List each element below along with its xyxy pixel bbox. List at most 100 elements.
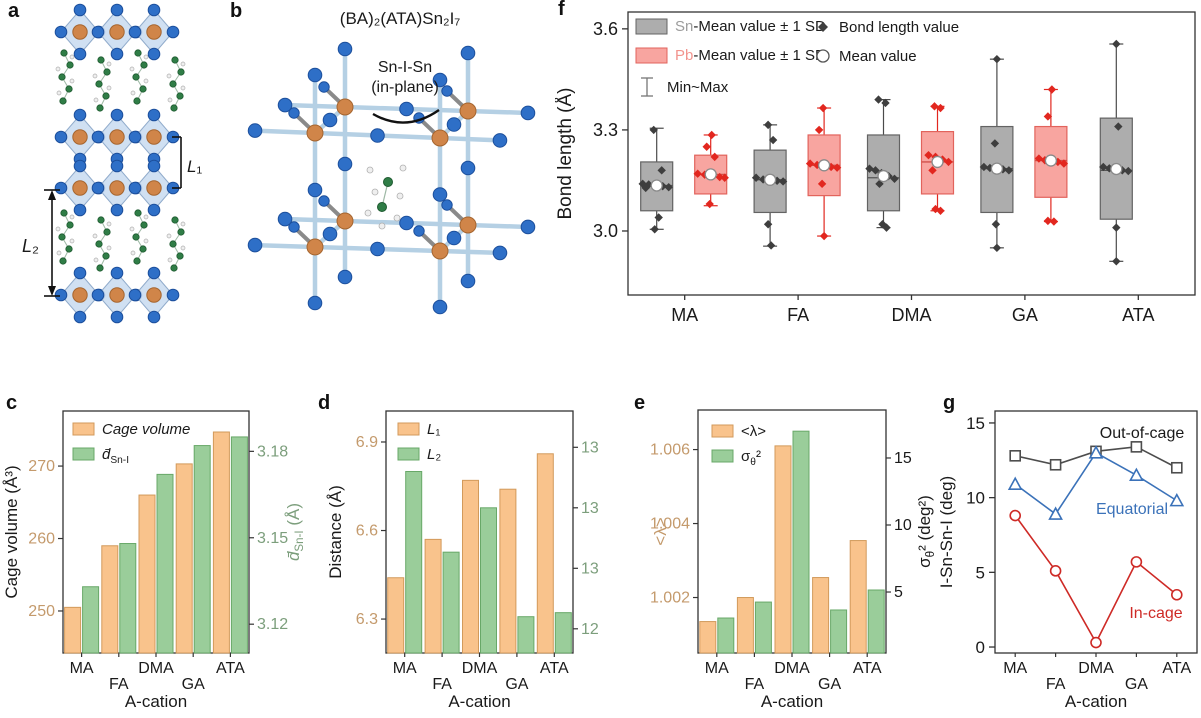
lambda-sigma-bar-chart: 1.002 1.004 1.006 5 10 15 MA FA DMA GA ATA A-cation…	[650, 409, 937, 711]
data-point-diamond	[928, 166, 937, 175]
bar-e-s1-GA	[830, 609, 848, 654]
left-tick-label: 1.006	[650, 442, 690, 459]
data-point-diamond	[654, 213, 663, 222]
legend-label: σθ²	[741, 448, 761, 468]
x-axis-title: A-cation	[448, 692, 510, 711]
bar-c-s1-FA	[119, 543, 137, 654]
x-axis-title: A-cation	[761, 692, 823, 711]
y-tick-label: 5	[976, 563, 985, 582]
x-tick-label: MA	[705, 660, 729, 677]
right-tick-label: 3.15	[257, 530, 288, 547]
data-point-diamond	[818, 22, 828, 32]
y-tick-label: 3.6	[593, 19, 618, 39]
data-point-diamond	[707, 130, 716, 140]
legend-label: d̄Sn-I	[102, 446, 129, 466]
data-point-diamond	[1112, 39, 1121, 49]
data-point-diamond	[763, 220, 773, 229]
line-series-equatorial	[1007, 445, 1185, 520]
bar-c-s1-GA	[193, 445, 211, 654]
data-point-diamond	[1049, 217, 1059, 226]
panel-g: g 0 5 10 15 I-Sn-Sn-I (deg) MA FA DMA GA ATA A-cat…	[900, 390, 1201, 718]
x-tick-label: DMA	[892, 305, 932, 325]
data-point-diamond	[814, 125, 824, 135]
right-tick-label: 3.12	[257, 616, 288, 633]
bar-e-s1-DMA	[792, 430, 810, 654]
right-tick-label: 3.18	[257, 443, 288, 460]
legend-label: Cage volume	[102, 421, 190, 438]
left-tick-label: 6.9	[356, 434, 378, 451]
data-point-diamond	[766, 241, 776, 250]
bar-c-s1-MA	[82, 586, 100, 654]
bar-c-s0-ATA	[212, 431, 230, 654]
data-point-diamond	[930, 102, 939, 111]
x-tick-label: FA	[109, 676, 129, 693]
x-tick-label: ATA	[1122, 305, 1154, 325]
series-label: In-cage	[1129, 605, 1182, 622]
left-axis-title: <λ>	[651, 517, 670, 545]
boxplot-MA-sn	[638, 125, 674, 234]
bar-d-s1-DMA	[480, 507, 497, 654]
x-tick-label: FA	[787, 305, 809, 325]
bar-e-s0-MA	[699, 621, 717, 654]
panel-a-letter: a	[8, 0, 20, 22]
bar-d-s0-GA	[499, 488, 517, 654]
bar-e-s0-FA	[736, 597, 754, 654]
x-tick-label: GA	[505, 676, 528, 693]
line-series-in-cage	[1009, 509, 1183, 649]
right-tick-label: 10	[894, 517, 912, 534]
legend-label: <λ>	[741, 423, 766, 440]
boxplot-FA-sn	[751, 120, 788, 250]
y-axis-title: Bond length (Å)	[555, 87, 576, 219]
left-tick-label: 1.002	[650, 590, 690, 607]
cage-volume-bar-chart: 250 260 270 3.12 3.15 3.18 MA FA DMA GA ATA A-catio…	[2, 410, 306, 711]
x-tick-label: FA	[432, 676, 452, 693]
data-point-diamond	[1114, 122, 1123, 131]
data-point-diamond	[979, 162, 989, 172]
data-point-diamond	[936, 206, 945, 215]
bar-c-s0-MA	[64, 606, 82, 654]
x-tick-label: MA	[671, 305, 698, 325]
data-point-diamond	[1112, 223, 1121, 232]
y-tick-label: 10	[966, 489, 985, 508]
x-tick-label: FA	[1046, 676, 1066, 693]
bar-d-s0-MA	[387, 577, 405, 654]
y-axis-title: I-Sn-Sn-I (deg)	[937, 476, 956, 588]
l1-annotation: L₁	[187, 157, 202, 176]
data-point-diamond	[890, 174, 899, 183]
panel-b: b (BA)₂(ATA)Sn₂I₇ Sn-I-Sn (in-plane)	[225, 0, 555, 340]
legend-label: Sn-Mean value ± 1 SD	[675, 18, 826, 35]
panel-g-letter: g	[943, 392, 956, 414]
distance-bar-chart: 6.3 6.6 6.9 12.90 13.05 13.20 13.35 MA FA DMA GA AT…	[326, 410, 600, 711]
data-point-diamond	[924, 150, 933, 160]
panel-a: a L₁ L₂	[0, 0, 225, 345]
l2-annotation: L₂	[22, 236, 39, 256]
data-point-diamond	[991, 220, 1001, 229]
data-point-diamond	[702, 142, 711, 151]
data-point-diamond	[944, 157, 953, 167]
left-tick-label: 6.6	[356, 523, 378, 540]
data-point-diamond	[1047, 85, 1057, 94]
boxplot-DMA-sn	[865, 95, 901, 232]
right-tick-label: 15	[894, 450, 912, 467]
bar-e-s0-ATA	[849, 540, 867, 654]
data-point-diamond	[992, 54, 1002, 64]
x-tick-label: DMA	[138, 660, 174, 677]
data-point-diamond	[1105, 164, 1114, 173]
legend-label: L₁	[427, 421, 440, 438]
data-point-diamond	[990, 139, 1000, 148]
bond-length-boxplot: 3.0 3.3 3.6 Bond length (Å) MA FA DMA GA ATA Sn-M…	[555, 11, 1196, 325]
panel-f-letter: f	[558, 0, 565, 20]
bar-d-s0-FA	[424, 538, 442, 654]
data-point-diamond	[650, 225, 659, 234]
data-point-diamond	[1004, 166, 1014, 175]
x-tick-label: ATA	[853, 660, 882, 677]
boxplot-FA-pb	[805, 103, 842, 241]
series-label: Out-of-cage	[1100, 425, 1185, 442]
y-tick-label: 3.3	[593, 120, 618, 140]
left-tick-label: 260	[28, 531, 55, 548]
cage-structure-view: (BA)₂(ATA)Sn₂I₇ Sn-I-Sn (in-plane)	[247, 9, 536, 315]
data-point-diamond	[881, 98, 890, 108]
left-tick-label: 1.004	[650, 516, 690, 533]
x-axis-title: A-cation	[125, 692, 187, 711]
